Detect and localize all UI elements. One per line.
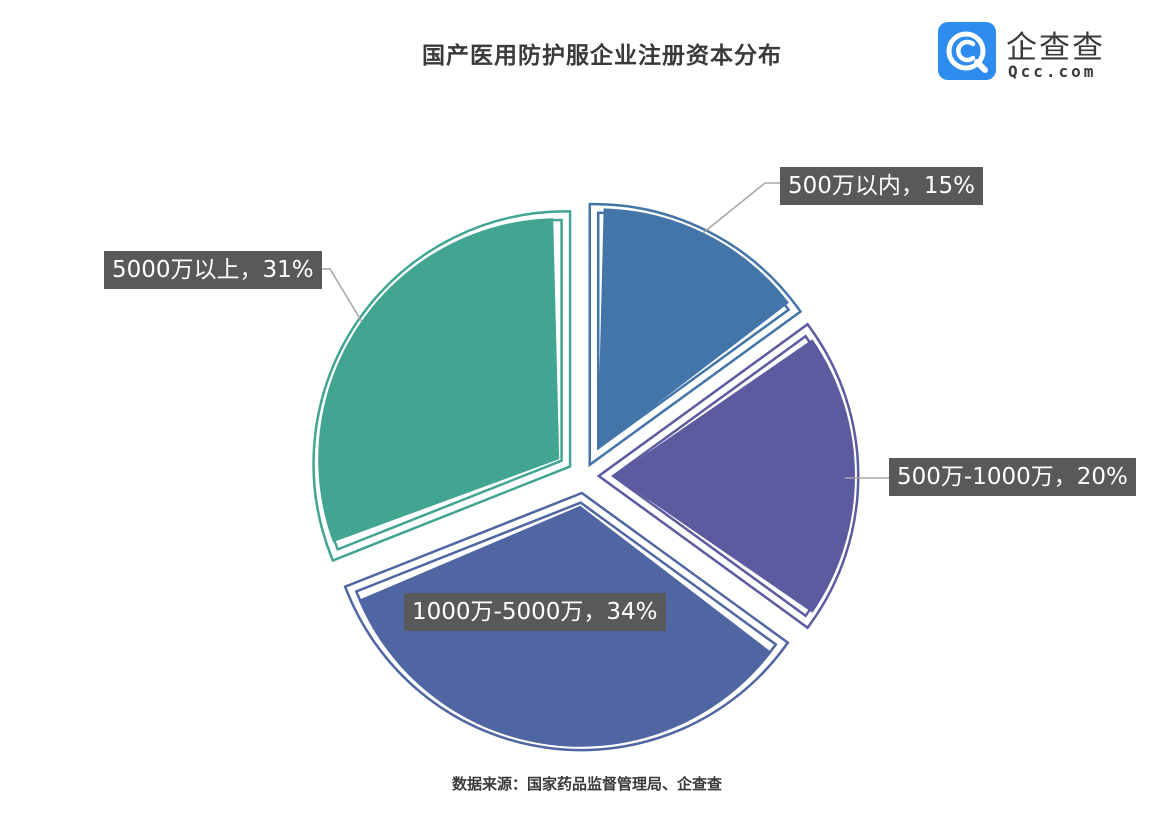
data-label-4: 5000万以上，31% [104, 251, 322, 289]
leader-line-1 [702, 182, 780, 234]
pie-slice-1 [588, 202, 803, 468]
qcc-logo: 企查查 Qcc.com [938, 22, 1138, 84]
pie-slice-fill-2 [614, 339, 855, 613]
leader-line-4 [318, 268, 363, 323]
logo-domain: Qcc.com [1008, 62, 1097, 81]
pie-slice-4 [312, 210, 572, 563]
pie-slice-fill-1 [597, 208, 790, 450]
logo-name: 企查查 [1006, 30, 1105, 66]
data-source-note: 数据来源：国家药品监督管理局、企查查 [451, 775, 722, 793]
data-label-3: 1000万-5000万，34% [404, 593, 666, 631]
data-label-1: 500万以内，15% [780, 167, 984, 205]
pie-slice-2 [596, 322, 860, 630]
qcc-logo-icon [938, 22, 996, 80]
data-label-2: 500万-1000万，20% [889, 458, 1136, 496]
chart-title: 国产医用防护服企业注册资本分布 [422, 43, 782, 69]
pie-slice-fill-4 [318, 218, 560, 543]
